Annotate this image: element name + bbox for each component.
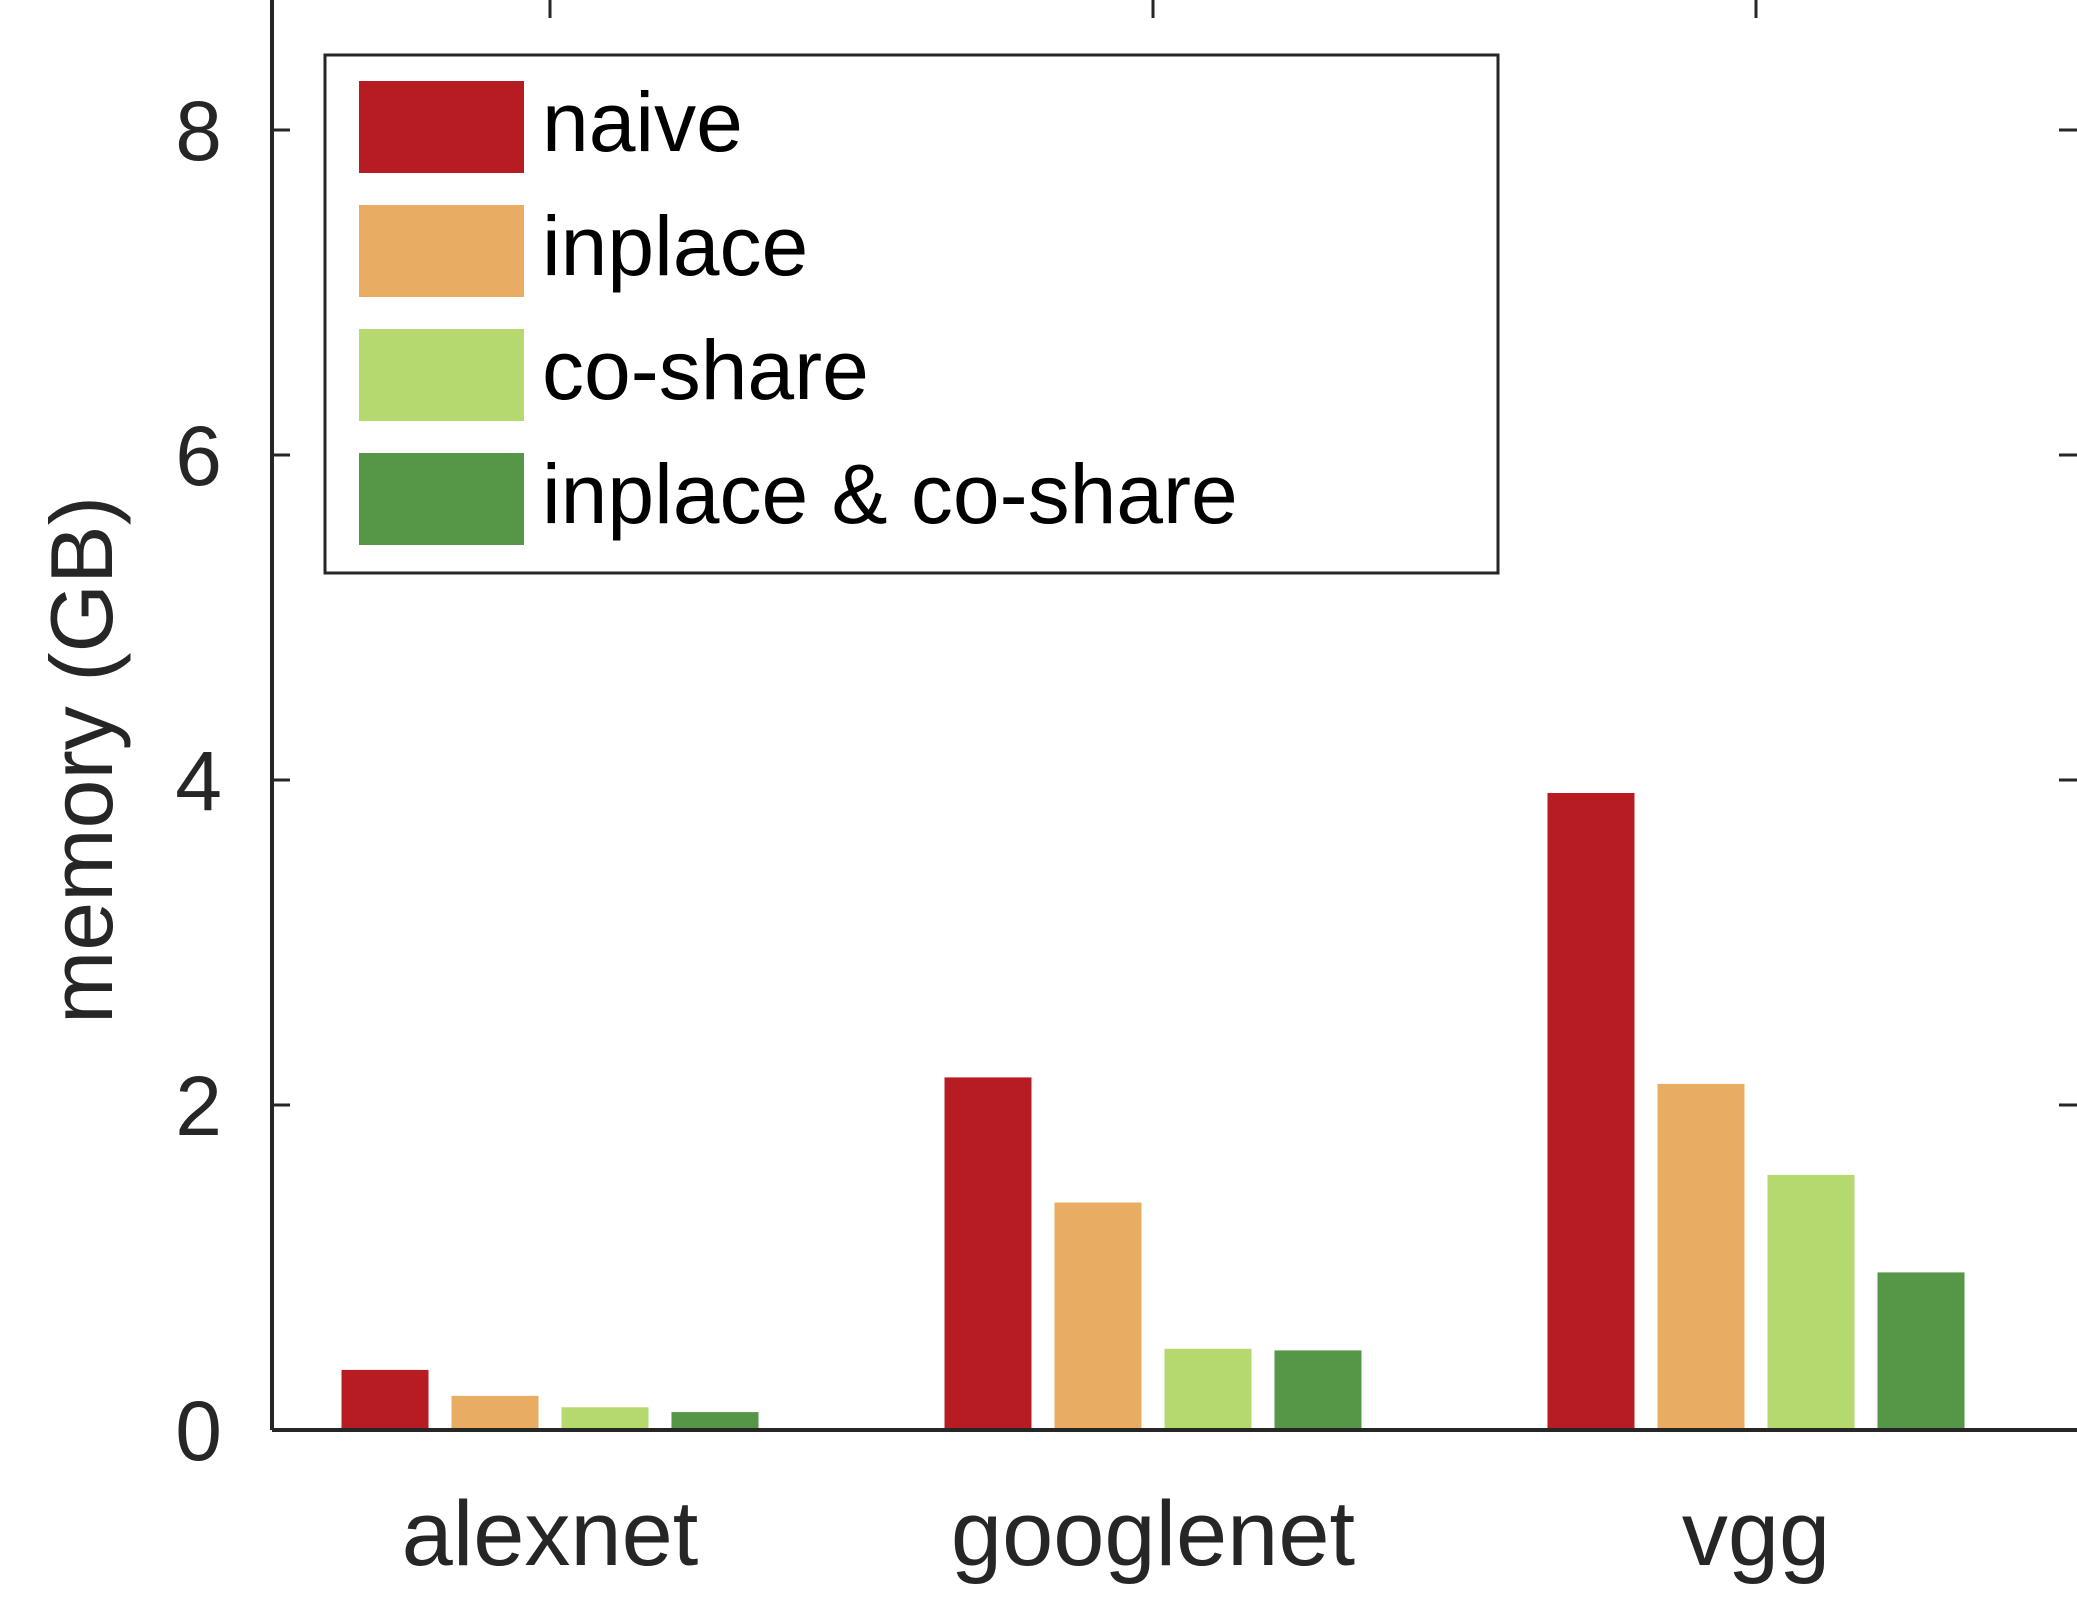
x-tick-label-vgg: vgg — [1682, 1483, 1830, 1585]
bar-vgg-inplace-co-share — [1877, 1272, 1965, 1430]
x-tick-label-googlenet: googlenet — [951, 1483, 1355, 1585]
legend-swatch-co-share — [359, 329, 524, 421]
bar-vgg-co-share — [1767, 1174, 1855, 1430]
bar-vgg-inplace — [1657, 1083, 1745, 1430]
x-tick-label-alexnet: alexnet — [402, 1483, 699, 1585]
y-tick-label: 6 — [175, 409, 222, 503]
labels-layer: 0 2 4 6 8 alexnet googlenet vgg — [175, 84, 1830, 1585]
axes-layer — [270, 0, 2077, 1432]
legend-label-inplace-co-share: inplace & co-share — [542, 447, 1238, 541]
legend: naive inplace co-share inplace & co-share — [323, 53, 1500, 575]
bar-alexnet-inplace — [451, 1395, 539, 1430]
bar-vgg-naive — [1547, 793, 1635, 1430]
bar-googlenet-naive — [944, 1077, 1032, 1430]
legend-label-inplace: inplace — [542, 199, 808, 293]
bar-googlenet-co-share — [1164, 1348, 1252, 1431]
y-tick-label: 0 — [175, 1384, 222, 1478]
y-axis-label: memory (GB) — [32, 496, 131, 1024]
y-tick-label: 2 — [175, 1059, 222, 1153]
bar-googlenet-inplace — [1054, 1202, 1142, 1430]
legend-label-co-share: co-share — [542, 323, 869, 417]
bars-layer — [341, 793, 1965, 1431]
bar-alexnet-inplace-co-share — [671, 1412, 759, 1430]
legend-swatch-naive — [359, 81, 524, 173]
bar-alexnet-co-share — [561, 1407, 649, 1431]
legend-swatch-inplace-co-share — [359, 453, 524, 545]
y-tick-label: 4 — [175, 734, 222, 828]
y-tick-label: 8 — [175, 84, 222, 178]
bar-alexnet-naive — [341, 1369, 429, 1430]
legend-swatch-inplace — [359, 205, 524, 297]
bar-googlenet-inplace-co-share — [1274, 1350, 1362, 1430]
legend-label-naive: naive — [542, 75, 743, 169]
